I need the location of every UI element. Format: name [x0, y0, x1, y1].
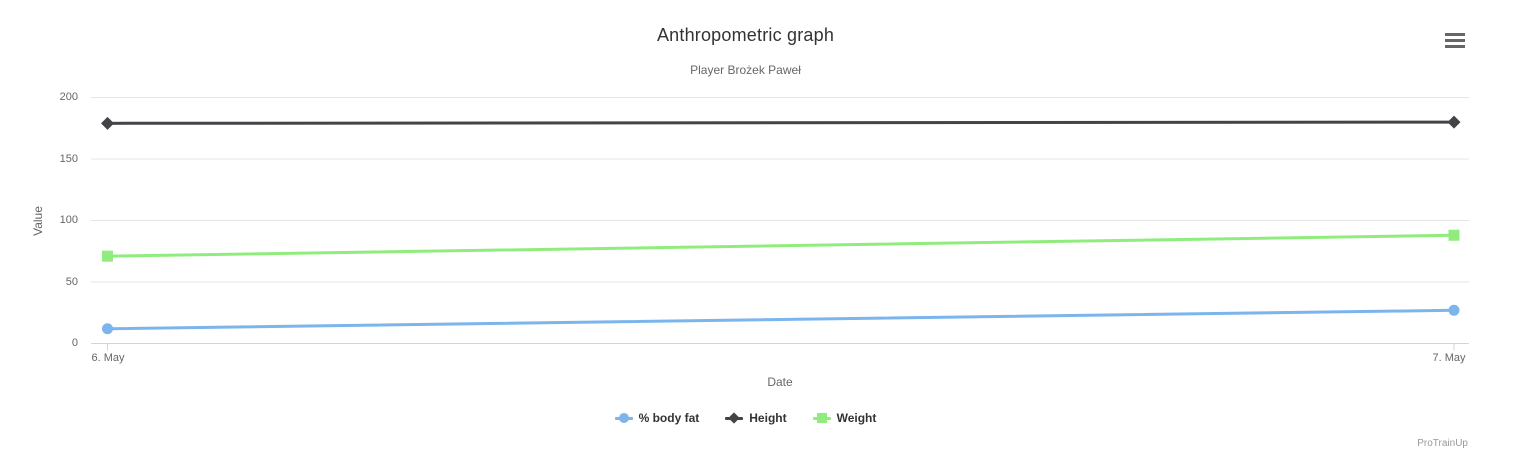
data-point-diamond[interactable]	[1447, 115, 1461, 129]
series-line-circle[interactable]	[106, 308, 1456, 331]
x-tick-label: 6. May	[91, 352, 125, 364]
legend: % body fat Height Weight	[0, 411, 1491, 425]
legend-item-weight[interactable]: Weight	[812, 411, 877, 425]
chart-subtitle: Player Brożek Paweł	[690, 63, 801, 77]
data-point-square[interactable]	[1448, 229, 1460, 241]
legend-square-icon	[812, 412, 831, 424]
legend-label: % body fat	[638, 411, 700, 425]
legend-item-height[interactable]: Height	[725, 411, 787, 425]
data-point-circle[interactable]	[102, 323, 113, 335]
data-point-circle[interactable]	[1448, 304, 1460, 316]
hamburger-bar	[1445, 39, 1465, 42]
data-point-diamond[interactable]	[101, 116, 114, 130]
y-tick-label: 0	[71, 337, 78, 349]
legend-item--body-fat[interactable]: % body fat	[614, 411, 700, 425]
y-tick-label: 50	[65, 275, 78, 288]
hamburger-menu-icon[interactable]	[1443, 30, 1467, 51]
hamburger-bar	[1445, 45, 1465, 48]
legend-label: Height	[749, 411, 787, 425]
data-point-square[interactable]	[102, 250, 113, 262]
y-tick-label: 100	[59, 214, 78, 226]
hamburger-bar	[1445, 33, 1465, 36]
chart-title: Anthropometric graph	[656, 25, 835, 45]
x-axis-title: Date	[767, 375, 793, 389]
y-tick-label: 150	[59, 152, 78, 165]
y-tick-label: 200	[59, 91, 78, 103]
series-line-diamond[interactable]	[106, 120, 1456, 125]
square-marker-icon	[816, 413, 827, 423]
series-line-square[interactable]	[106, 233, 1456, 258]
credits-link[interactable]: ProTrainUp	[1417, 438, 1468, 449]
circle-marker-icon	[618, 413, 629, 423]
x-tick-label: 7. May	[1432, 352, 1466, 364]
legend-diamond-icon	[725, 412, 744, 424]
legend-circle-icon	[614, 412, 633, 424]
diamond-marker-icon	[728, 412, 740, 424]
legend-label: Weight	[836, 411, 877, 425]
